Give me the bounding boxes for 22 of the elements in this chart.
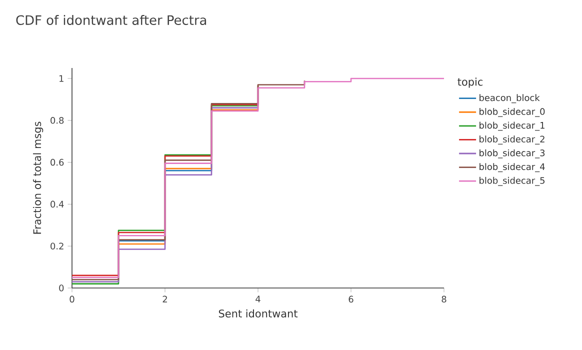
legend-label: blob_sidecar_3 [480, 149, 545, 158]
y-tick-label: 1 [60, 75, 64, 82]
y-tick-label: 0.2 [50, 242, 64, 250]
x-tick-label: 6 [348, 296, 354, 303]
x-axis-title: Sent idontwant [218, 309, 298, 318]
y-tick-label: 0.6 [50, 158, 64, 166]
x-tick-label: 4 [256, 296, 260, 302]
legend-title: topic [458, 78, 483, 88]
legend-label: blob_sidecar_1 [480, 122, 544, 131]
y-tick-label: 0 [59, 284, 64, 292]
legend-label: beacon_block [480, 94, 540, 104]
y-tick-label: 0.8 [50, 116, 64, 124]
x-tick-label: 8 [442, 296, 446, 303]
legend-label: blob_sidecar_0 [480, 108, 545, 117]
legend-label: blob_sidecar_5 [480, 176, 544, 186]
x-tick-label: 2 [162, 296, 167, 302]
legend-label: blob_sidecar_2 [480, 136, 544, 144]
legend-label: blob_sidecar_4 [480, 163, 545, 172]
chart-title: CDF of idontwant after Pectra [16, 14, 206, 26]
y-axis-title: Fraction of total msgs [33, 122, 44, 234]
x-tick-label: 0 [70, 296, 74, 303]
y-tick-label: 0.4 [50, 200, 64, 208]
